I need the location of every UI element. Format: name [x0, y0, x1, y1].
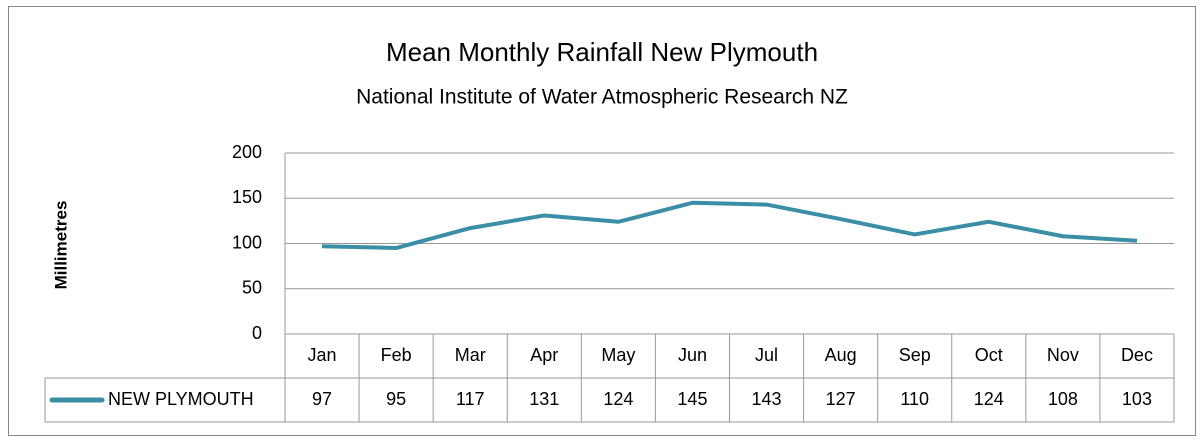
x-tick-label: Mar	[455, 345, 486, 365]
table-value: 103	[1122, 389, 1152, 409]
legend-label: NEW PLYMOUTH	[108, 389, 254, 409]
x-tick-label: Jul	[755, 345, 778, 365]
table-value: 117	[456, 389, 485, 409]
y-tick-label: 100	[232, 232, 262, 252]
table-value: 95	[386, 389, 406, 409]
x-tick-label: Oct	[975, 345, 1003, 365]
y-axis-label: Millimetres	[51, 201, 70, 290]
table-value: 124	[974, 389, 1004, 409]
x-tick-label: Sep	[899, 345, 931, 365]
y-tick-label: 50	[242, 278, 262, 298]
x-tick-label: Jan	[308, 345, 337, 365]
x-tick-label: Feb	[381, 345, 412, 365]
chart-title: Mean Monthly Rainfall New Plymouth	[386, 37, 818, 67]
x-tick-label: May	[601, 345, 635, 365]
x-tick-label: Apr	[530, 345, 558, 365]
table-value: 97	[312, 389, 332, 409]
table-value: 145	[677, 389, 707, 409]
table-value: 110	[900, 389, 929, 409]
y-tick-label: 200	[232, 142, 262, 162]
x-tick-label: Dec	[1121, 345, 1153, 365]
table-value: 108	[1048, 389, 1078, 409]
y-tick-label: 0	[252, 323, 262, 343]
x-tick-label: Aug	[825, 345, 857, 365]
x-tick-label: Jun	[678, 345, 707, 365]
table-value: 131	[529, 389, 559, 409]
table-value: 143	[752, 389, 782, 409]
series-line	[321, 200, 1138, 251]
table-value: 127	[826, 389, 856, 409]
chart-subtitle: National Institute of Water Atmospheric …	[356, 86, 848, 109]
y-tick-label: 150	[232, 187, 262, 207]
table-value: 124	[603, 389, 633, 409]
x-tick-label: Nov	[1047, 345, 1079, 365]
